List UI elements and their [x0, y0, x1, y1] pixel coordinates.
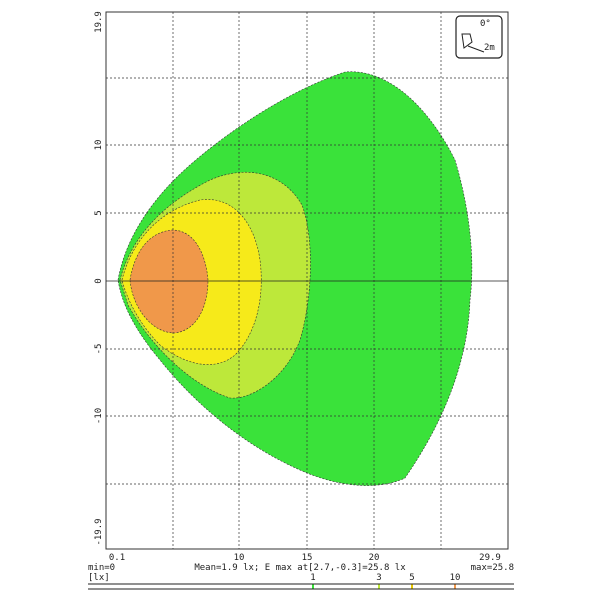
legend-level: 5 [409, 573, 414, 583]
icon-angle: 0° [480, 19, 491, 29]
icon-height: 2m [484, 43, 495, 53]
legend-level: 10 [450, 573, 461, 583]
grid [106, 12, 508, 549]
icon: 0° 2m [455, 15, 503, 59]
x-tick-label: 10 [234, 553, 245, 563]
y-tick-label: 5 [94, 210, 104, 215]
y-tick-label: 10 [94, 140, 104, 151]
y-tick-label: 0 [94, 278, 104, 283]
min-label: min=0 [88, 563, 115, 573]
contour-10lx [129, 229, 209, 334]
icon-frame [455, 15, 503, 59]
icon-lamp [461, 33, 485, 53]
y-tick-label: -10 [94, 408, 104, 424]
legend-level: 1 [310, 573, 315, 583]
x-tick-label: 15 [302, 553, 313, 563]
x-tick-label: 29.9 [479, 553, 501, 563]
max-label: max=25.8 [471, 563, 514, 573]
y-tick-label: -19.9 [94, 518, 104, 545]
x-tick-label: 20 [369, 553, 380, 563]
x-tick-label: 0.1 [109, 553, 125, 563]
y-tick-label: -5 [94, 344, 104, 355]
legend-unit: [lx] [88, 573, 110, 583]
summary: Mean=1.9 lx; E max at[2.7,-0.3]=25.8 lx [194, 563, 406, 573]
y-tick-label: 19.9 [94, 11, 104, 33]
legend-level: 3 [376, 573, 381, 583]
